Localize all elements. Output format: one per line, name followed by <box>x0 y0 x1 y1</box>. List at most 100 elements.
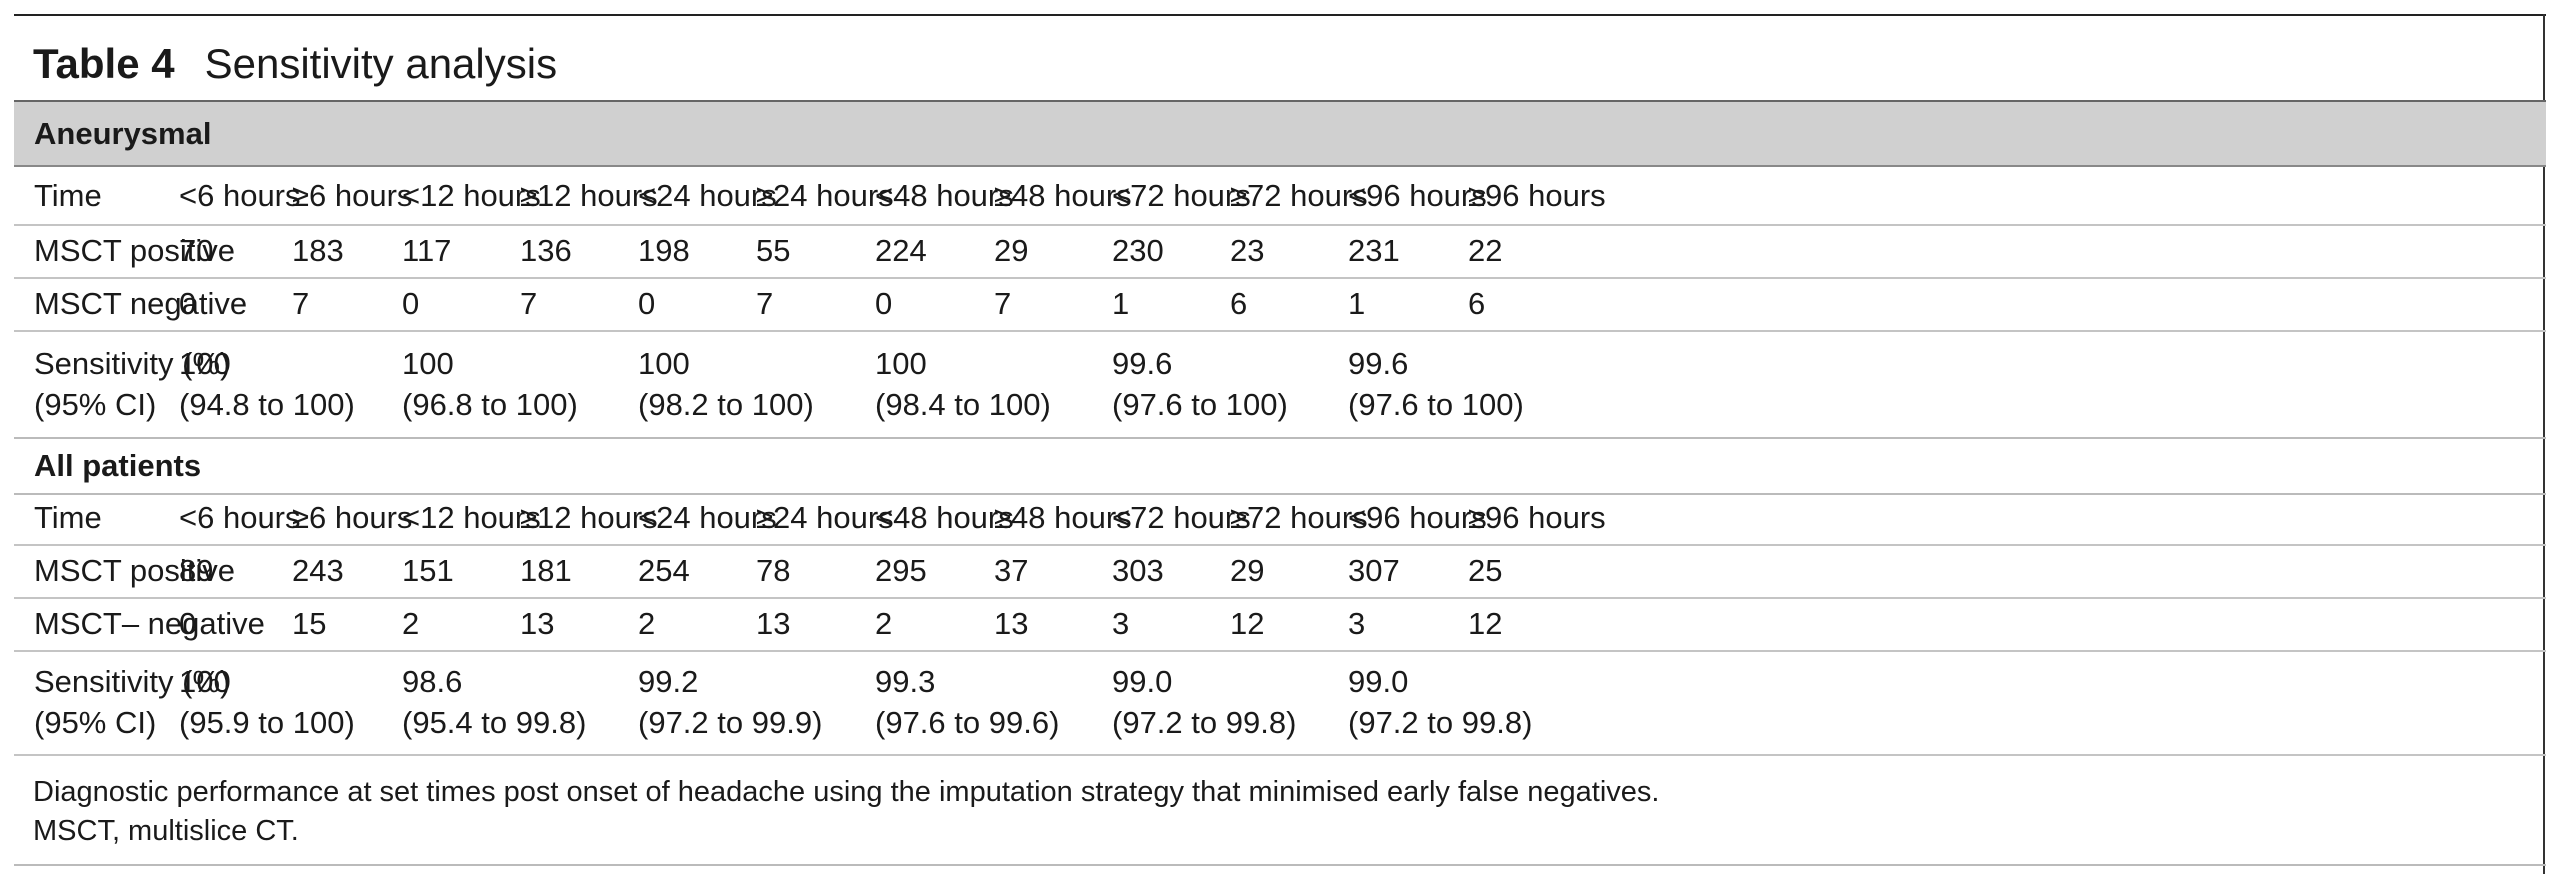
table-cell: 0 <box>875 285 893 321</box>
table-cell: 15 <box>292 605 327 641</box>
table-cell: 70 <box>179 232 214 268</box>
table-cell: 3 <box>1348 605 1366 641</box>
sensitivity-cell: 100 (98.4 to 100) <box>875 330 1051 437</box>
sensitivity-cell: 99.0 (97.2 to 99.8) <box>1112 650 1296 754</box>
row-label: Sensitivity (%) (95% CI) <box>34 330 230 437</box>
table-cell: 23 <box>1230 232 1265 268</box>
section-heading-row: All patients <box>14 437 2546 495</box>
table-cell: 13 <box>756 605 791 641</box>
table-cell: ≥72 hours <box>1230 177 1368 213</box>
sensitivity-value: 100 <box>638 345 690 381</box>
row-label-line: Sensitivity (%) <box>34 664 231 699</box>
table-cell: 37 <box>994 552 1029 588</box>
sensitivity-ci: (97.2 to 99.8) <box>1112 705 1297 740</box>
table-cell: ≥96 hours <box>1468 499 1606 535</box>
sensitivity-ci: (98.2 to 100) <box>638 386 814 422</box>
table-cell: 254 <box>638 552 690 588</box>
table-row: MSCT positive 89 243 151 181 254 78 295 37 303 29 3… <box>14 544 2546 599</box>
table-row: Sensitivity (%) (95% CI) 100 (95.9 to 100) 9… <box>14 650 2546 756</box>
table-cell: 2 <box>638 605 656 641</box>
sensitivity-ci: (97.2 to 99.9) <box>638 705 823 740</box>
table-title: Table 4 Sensitivity analysis <box>33 36 557 92</box>
row-label-line: (95% CI) <box>34 386 157 422</box>
sensitivity-value: 98.6 <box>402 664 463 699</box>
sensitivity-value: 99.3 <box>875 664 936 699</box>
table-cell: 231 <box>1348 232 1400 268</box>
table-cell: ≥48 hours <box>994 499 1132 535</box>
table-cell: ≥12 hours <box>520 499 658 535</box>
table-cell: 7 <box>520 285 538 321</box>
sensitivity-ci: (98.4 to 100) <box>875 386 1051 422</box>
table-cell: 3 <box>1112 605 1130 641</box>
sensitivity-cell: 99.2 (97.2 to 99.9) <box>638 650 822 754</box>
table-cell: 2 <box>875 605 893 641</box>
section-heading-row: Aneurysmal <box>14 100 2546 167</box>
row-label: MSCT positive <box>34 552 235 588</box>
table-cell: 13 <box>520 605 555 641</box>
sensitivity-value: 100 <box>402 345 454 381</box>
sensitivity-cell: 100 (96.8 to 100) <box>402 330 578 437</box>
sensitivity-ci: (97.2 to 99.8) <box>1348 705 1533 740</box>
table-cell: 12 <box>1230 605 1265 641</box>
table-cell: 224 <box>875 232 927 268</box>
table-cell: 29 <box>1230 552 1265 588</box>
table-caption: Sensitivity analysis <box>204 40 558 87</box>
sensitivity-cell: 99.6 (97.6 to 100) <box>1348 330 1524 437</box>
table-row: Time <6 hours ≥6 hours <12 hours ≥12 hours <2… <box>14 167 2546 226</box>
table-cell: <12 hours <box>402 177 541 213</box>
table-cell: 0 <box>402 285 420 321</box>
table-cell: ≥48 hours <box>994 177 1132 213</box>
sensitivity-ci: (96.8 to 100) <box>402 386 578 422</box>
table-cell: 0 <box>179 285 197 321</box>
table-cell: 89 <box>179 552 214 588</box>
sensitivity-ci: (97.6 to 100) <box>1112 386 1288 422</box>
sensitivity-ci: (95.9 to 100) <box>179 705 355 740</box>
table-cell: <96 hours <box>1348 499 1487 535</box>
sensitivity-cell: 100 (95.9 to 100) <box>179 650 355 754</box>
table-cell: 6 <box>1468 285 1486 321</box>
sensitivity-ci: (97.6 to 99.6) <box>875 705 1060 740</box>
sensitivity-value: 100 <box>179 664 231 699</box>
row-label: MSCT negative <box>34 285 248 321</box>
table-cell: <6 hours <box>179 177 301 213</box>
table-cell: 307 <box>1348 552 1400 588</box>
table-cell: 6 <box>1230 285 1248 321</box>
footnote-abbreviation: MSCT, multislice CT. <box>33 815 299 847</box>
table-number: Table 4 <box>33 40 175 87</box>
table-cell: <72 hours <box>1112 499 1251 535</box>
row-label: MSCT positive <box>34 232 235 268</box>
row-label: Sensitivity (%) (95% CI) <box>34 650 230 754</box>
row-label-line: (95% CI) <box>34 705 157 740</box>
table-cell: 151 <box>402 552 454 588</box>
table-cell: ≥24 hours <box>756 499 894 535</box>
footnote-description: Diagnostic performance at set times post… <box>33 776 1660 808</box>
table-cell: 303 <box>1112 552 1164 588</box>
table-cell: 1 <box>1112 285 1130 321</box>
row-label-line: Sensitivity (%) <box>34 345 231 381</box>
table-cell: 117 <box>402 232 452 268</box>
table-cell: ≥24 hours <box>756 177 894 213</box>
sensitivity-cell: 99.6 (97.6 to 100) <box>1112 330 1288 437</box>
sensitivity-value: 99.6 <box>1112 345 1173 381</box>
sensitivity-ci: (95.4 to 99.8) <box>402 705 587 740</box>
table-cell: 25 <box>1468 552 1503 588</box>
table-cell: ≥72 hours <box>1230 499 1368 535</box>
table-cell: <24 hours <box>638 499 777 535</box>
row-label: MSCT– negative <box>34 605 265 641</box>
table-cell: <96 hours <box>1348 177 1487 213</box>
table-cell: 12 <box>1468 605 1503 641</box>
table-row: Sensitivity (%) (95% CI) 100 (94.8 to 100) 1… <box>14 330 2546 439</box>
sensitivity-value: 99.0 <box>1112 664 1173 699</box>
sensitivity-value: 100 <box>875 345 927 381</box>
sensitivity-cell: 100 (94.8 to 100) <box>179 330 355 437</box>
table-row: Time <6 hours ≥6 hours <12 hours ≥12 hours <2… <box>14 491 2546 546</box>
row-label: Time <box>34 499 102 535</box>
sensitivity-cell: 99.0 (97.2 to 99.8) <box>1348 650 1532 754</box>
table-cell: 55 <box>756 232 791 268</box>
sensitivity-value: 99.0 <box>1348 664 1409 699</box>
table-cell: 136 <box>520 232 572 268</box>
table-cell: 7 <box>994 285 1012 321</box>
sensitivity-ci: (97.6 to 100) <box>1348 386 1524 422</box>
sensitivity-ci: (94.8 to 100) <box>179 386 355 422</box>
table-cell: 29 <box>994 232 1029 268</box>
